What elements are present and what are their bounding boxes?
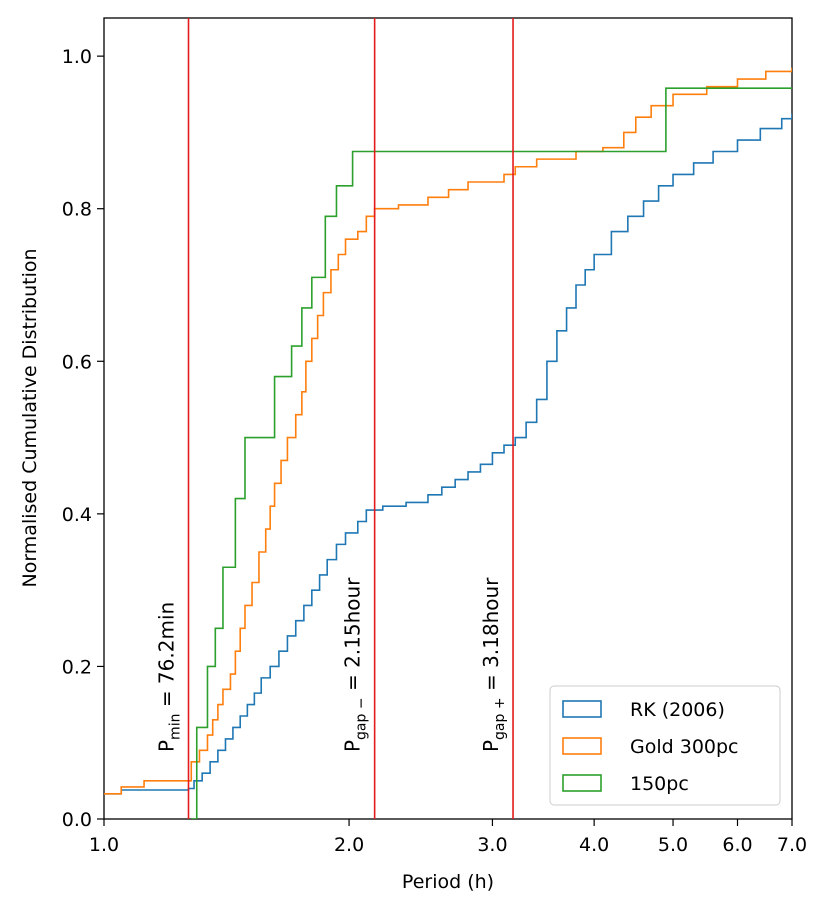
x-axis-label: Period (h) (402, 871, 494, 893)
vline-label-0: Pmin = 76.2min (155, 602, 184, 752)
legend-swatch-rk (562, 700, 602, 718)
y-tick-label: 1.0 (62, 46, 92, 68)
y-tick-label: 0.6 (62, 351, 92, 373)
x-tick-label: 4.0 (579, 834, 609, 856)
legend-label-rk: RK (2006) (630, 699, 725, 721)
vline-label-1: Pgap − = 2.15hour (341, 577, 370, 752)
x-tick-label: 3.0 (477, 834, 507, 856)
legend-frame (549, 685, 781, 806)
x-tick-label: 6.0 (722, 834, 752, 856)
y-axis-label: Normalised Cumulative Distribution (19, 248, 41, 587)
x-tick-label: 2.0 (334, 834, 364, 856)
legend-swatch-150pc (562, 774, 602, 792)
legend: RK (2006) Gold 300pc 150pc (549, 685, 781, 806)
legend-label-150pc: 150pc (630, 773, 689, 795)
legend-label-gold: Gold 300pc (630, 736, 739, 758)
y-tick-label: 0.8 (62, 199, 92, 221)
series-line-1 (104, 67, 792, 795)
vline-label-2: Pgap + = 3.18hour (479, 577, 508, 752)
y-tick-label: 0.4 (62, 504, 92, 526)
y-tick-label: 0.0 (62, 809, 92, 831)
legend-swatch-gold (562, 737, 602, 755)
x-tick-label: 7.0 (777, 834, 807, 856)
x-tick-label: 5.0 (658, 834, 688, 856)
y-tick-label: 0.2 (62, 656, 92, 678)
series-line-2 (191, 87, 792, 819)
x-tick-label: 1.0 (89, 834, 119, 856)
series-line-0 (104, 113, 792, 795)
